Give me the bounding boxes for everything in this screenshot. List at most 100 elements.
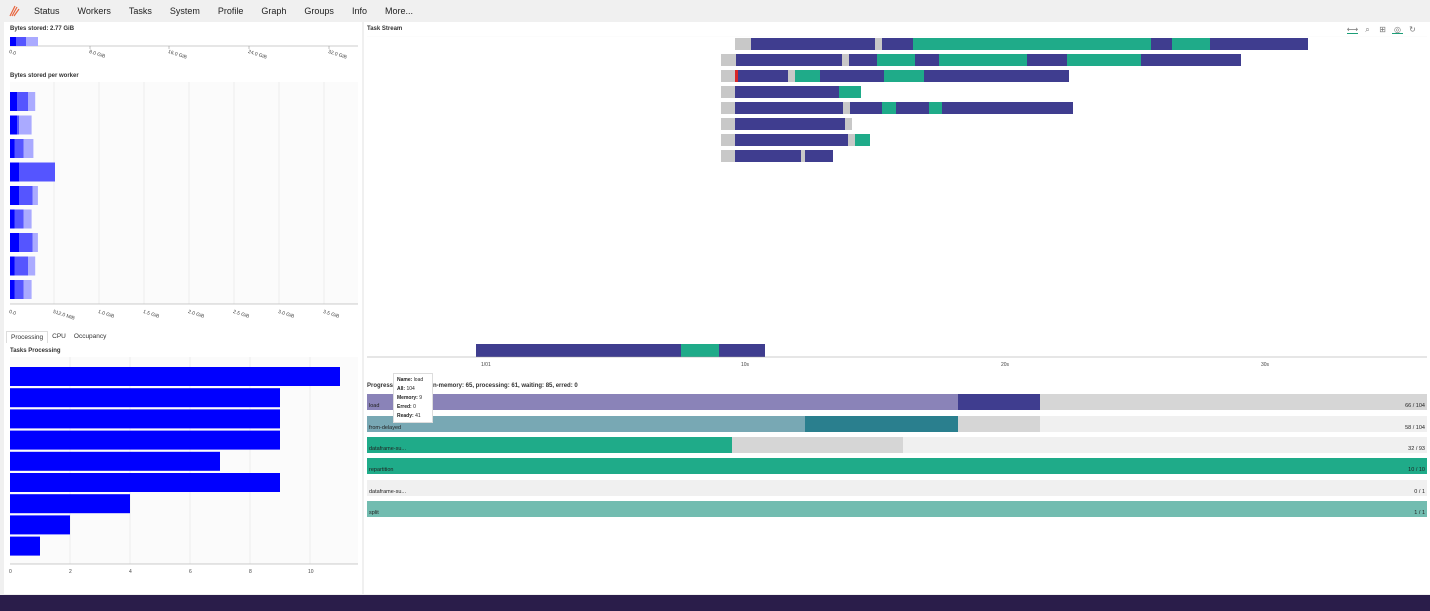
progress-name: dataframe-su...: [369, 489, 406, 495]
worker-bar-full: [10, 92, 18, 111]
bytes-stored-bar-mid: [16, 37, 26, 46]
worker-bar-light: [32, 186, 38, 205]
tooltip-erred-label: Erred:: [397, 404, 412, 410]
tab-cpu[interactable]: CPU: [52, 333, 66, 340]
progress-summary: n-memory: 65, processing: 61, waiting: 8…: [433, 383, 578, 389]
tooltip-all-value: 104: [406, 386, 415, 392]
tp-tick-5: 10: [308, 569, 314, 575]
bytes-stored-title: Bytes stored: 2.77 GiB: [10, 26, 75, 32]
progress-row-load: load 66 / 104: [367, 394, 1427, 410]
progress-tooltip: Name: load All: 104 Memory: 9 Erred: 0 R…: [393, 373, 433, 423]
top-nav: Status Workers Tasks System Profile Grap…: [0, 0, 1430, 22]
progress-count: 58 / 104: [1405, 425, 1425, 431]
worker-bar-mid: [14, 280, 24, 299]
pan-icon[interactable]: ⟷: [1346, 24, 1359, 34]
worker-bar-full: [10, 233, 19, 252]
progress-count: 32 / 93: [1408, 446, 1425, 452]
tp-tick-4: 8: [249, 569, 252, 575]
task-stream-toolbar: ⟷ ⌕ ⊞ ◎ ↻: [1347, 25, 1418, 34]
progress-count: 10 / 10: [1408, 467, 1425, 473]
worker-bar-light: [23, 209, 32, 229]
nav-system[interactable]: System: [169, 6, 200, 16]
worker-bar-light: [28, 92, 36, 111]
progress-row-from-delayed: from-delayed 58 / 104: [367, 416, 1427, 432]
progress-count: 1 / 1: [1414, 510, 1425, 516]
worker-bar-light: [19, 115, 32, 135]
tab-processing[interactable]: Processing: [6, 331, 49, 343]
nav-tasks[interactable]: Tasks: [128, 6, 152, 16]
tab-occupancy[interactable]: Occupancy: [73, 333, 107, 340]
worker-bar-mid: [14, 256, 28, 276]
progress-name: split: [369, 510, 379, 516]
tooltip-memory-label: Memory:: [397, 395, 418, 401]
nav-status[interactable]: Status: [34, 6, 60, 16]
tasks-processing-chart: [10, 357, 358, 565]
tasks-processing-bar: [10, 367, 340, 386]
bytes-stored-chart: [10, 37, 358, 49]
box-zoom-icon[interactable]: ⊞: [1379, 25, 1386, 34]
worker-bar-full: [10, 209, 15, 229]
task-stream-chart: [367, 36, 1427, 358]
wheel-zoom-icon[interactable]: ◎: [1392, 25, 1403, 34]
progress-name: from-delayed: [369, 425, 402, 431]
worker-bar-mid: [17, 92, 28, 111]
dask-logo-icon[interactable]: [8, 5, 20, 17]
nav-more[interactable]: More...: [384, 6, 413, 16]
progress-title: Progress: [367, 383, 394, 389]
worker-bar-light: [32, 233, 38, 252]
worker-bar-mid: [17, 115, 19, 135]
worker-bar-mid: [19, 186, 33, 205]
bytes-stored-bar: [10, 37, 16, 46]
tasks-processing-bar: [10, 536, 40, 556]
chart-tabs: Processing CPU Occupancy: [6, 331, 110, 343]
ts-tick-2: 20s: [1001, 362, 1010, 368]
tp-tick-1: 2: [69, 569, 72, 575]
tooltip-ready-value: 41: [415, 413, 421, 419]
nav-profile[interactable]: Profile: [217, 6, 244, 16]
nav-graph[interactable]: Graph: [261, 6, 287, 16]
nav-groups[interactable]: Groups: [304, 6, 334, 16]
worker-bar-mid: [14, 139, 24, 158]
progress-name: dataframe-su...: [369, 446, 406, 452]
worker-bar-mid: [19, 162, 55, 182]
worker-bar-mid: [14, 209, 24, 229]
nav-workers[interactable]: Workers: [77, 6, 111, 16]
ts-tick-1: 10s: [741, 362, 750, 368]
worker-bar-light: [23, 139, 34, 158]
worker-bar-mid: [19, 233, 33, 252]
bytes-stored-bar-light: [26, 37, 38, 46]
tasks-processing-title: Tasks Processing: [10, 348, 61, 354]
tooltip-name-value: load: [413, 377, 424, 383]
tooltip-erred-value: 0: [413, 404, 416, 410]
progress-count: 66 / 104: [1405, 403, 1425, 409]
tasks-processing-bar: [10, 473, 280, 492]
tasks-processing-bar: [10, 409, 280, 429]
tp-tick-3: 6: [189, 569, 192, 575]
progress-row-dataframe-sum-2: dataframe-su... 0 / 1: [367, 480, 1427, 496]
tooltip-name-label: Name:: [397, 377, 413, 383]
progress-count: 0 / 1: [1414, 489, 1425, 495]
worker-bar-light: [23, 280, 32, 299]
tasks-processing-bar: [10, 451, 220, 471]
worker-bar-full: [10, 186, 19, 205]
worker-bar-full: [10, 256, 15, 276]
nav-info[interactable]: Info: [351, 6, 367, 16]
worker-bar-full: [10, 115, 18, 135]
reset-icon[interactable]: ↻: [1409, 25, 1416, 34]
tp-tick-2: 4: [129, 569, 132, 575]
worker-bar-full: [10, 139, 15, 158]
task-stream-title: Task Stream: [367, 26, 403, 32]
tasks-processing-bar: [10, 494, 130, 514]
ide-status-bar: [0, 595, 1430, 611]
progress-row-split: split 1 / 1: [367, 501, 1427, 517]
ts-tick-3: 30s: [1261, 362, 1270, 368]
tooltip-memory-value: 9: [419, 395, 423, 401]
tooltip-all-label: All:: [397, 386, 406, 392]
right-column: [364, 22, 1430, 594]
ts-tick-0: 1/01: [481, 362, 491, 368]
progress-name: load: [369, 403, 380, 409]
tp-tick-0: 0: [9, 569, 12, 575]
tasks-processing-bar: [10, 388, 280, 408]
zoom-icon[interactable]: ⌕: [1365, 24, 1370, 34]
per-worker-title: Bytes stored per worker: [10, 73, 79, 79]
